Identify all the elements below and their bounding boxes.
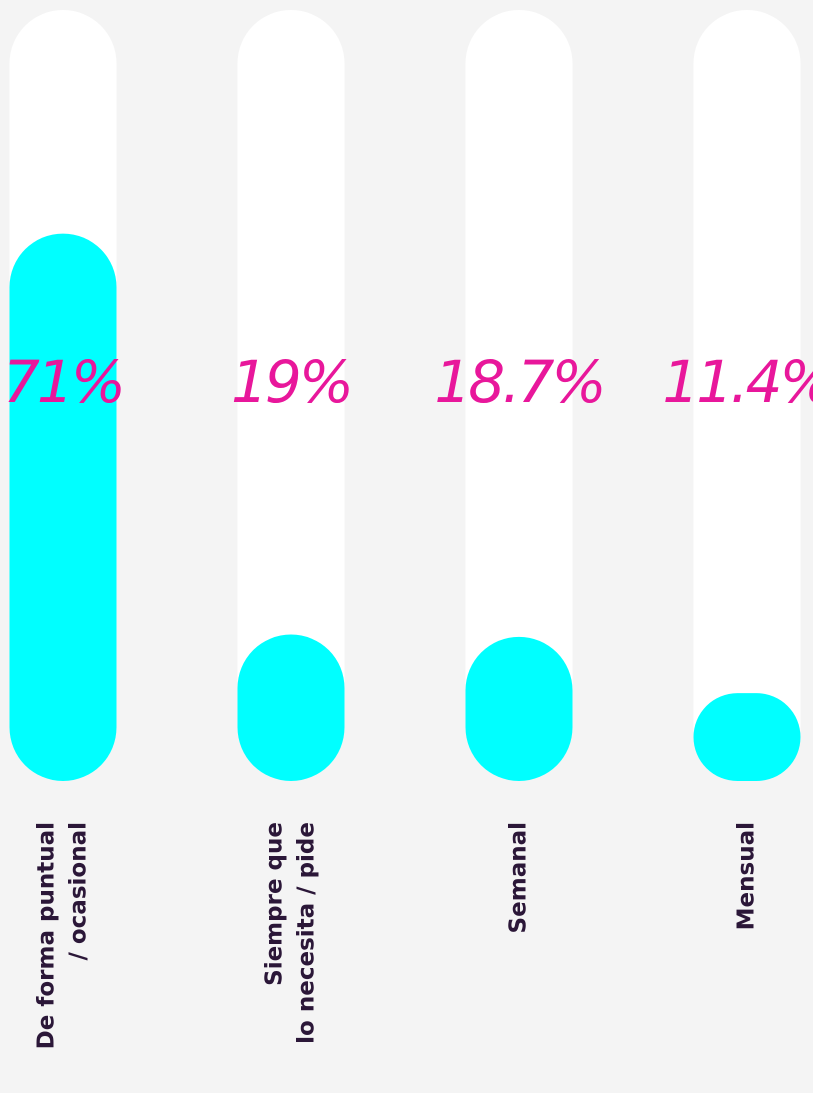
- bar: [9, 233, 117, 782]
- category-label: Mensual: [734, 822, 760, 930]
- category-label: Semanal: [506, 822, 532, 933]
- bar: [693, 693, 801, 781]
- category-label: De forma puntual: [34, 822, 60, 1049]
- bar: [465, 636, 573, 781]
- bar-track: [693, 10, 801, 781]
- bar-track: [465, 10, 573, 781]
- category-label: Siempre que: [262, 822, 288, 986]
- value-label: 18.7%: [434, 348, 603, 416]
- category-label: / ocasional: [66, 822, 92, 961]
- value-label: 71%: [3, 348, 123, 416]
- value-label: 11.4%: [662, 348, 813, 416]
- value-label: 19%: [231, 348, 351, 416]
- category-label: lo necesita / pide: [294, 822, 320, 1044]
- bar-track: [237, 10, 345, 781]
- bar: [237, 634, 345, 781]
